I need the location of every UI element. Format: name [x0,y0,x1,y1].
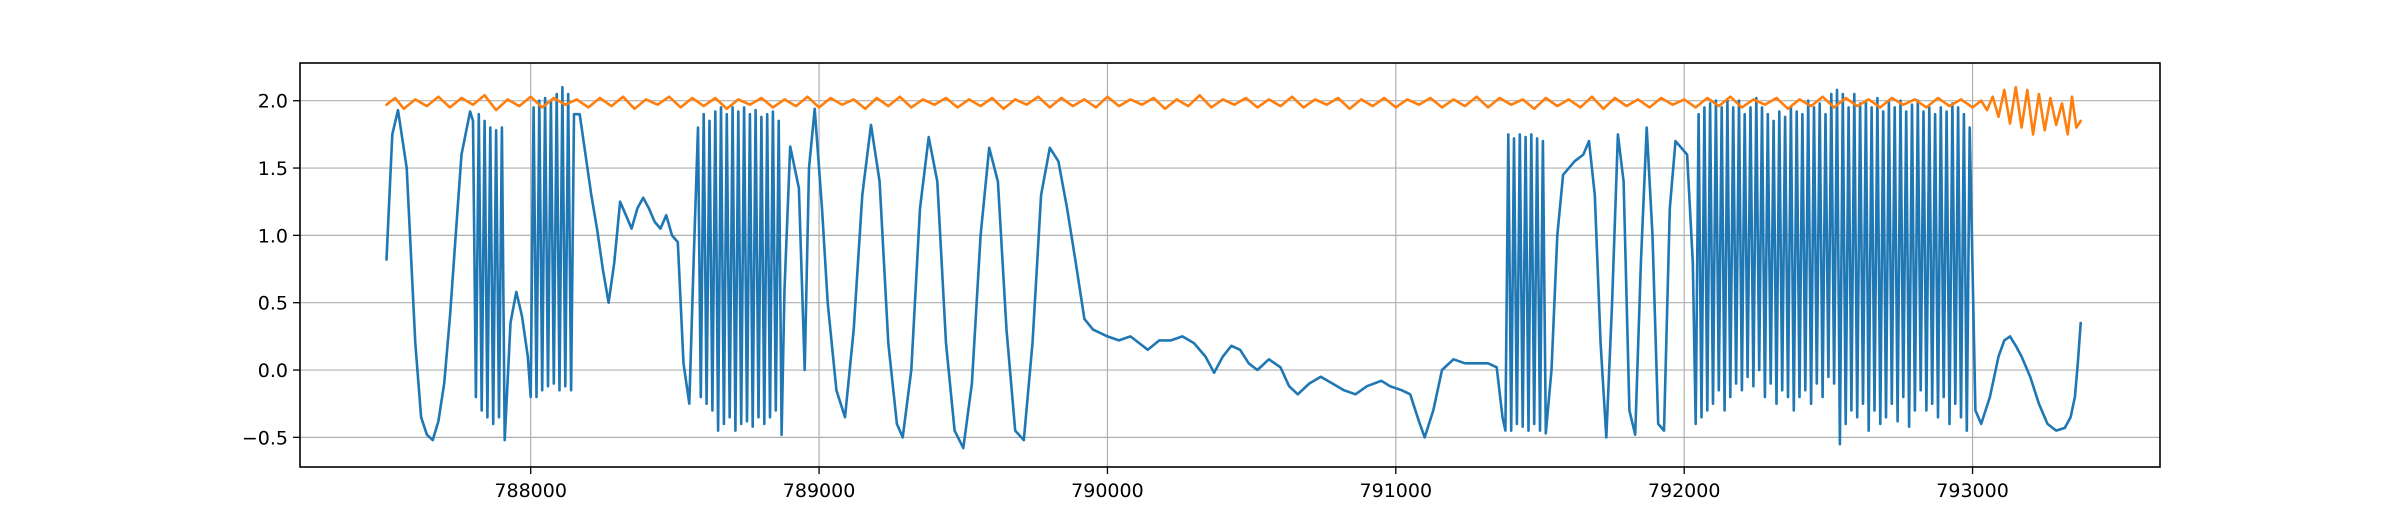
x-tick-label: 793000 [1936,480,2009,502]
x-tick-label: 790000 [1071,480,1144,502]
plot-area-frame [299,62,2161,468]
x-tick-label: 791000 [1360,480,1433,502]
series-line-1 [385,85,2082,450]
x-axis: 788000 789000 790000 791000 792000 793000 [494,467,2009,502]
y-tick-label: 1.5 [258,158,288,180]
y-tick-label: 1.0 [258,225,288,247]
y-tick-label: −0.5 [242,427,288,449]
y-tick-label: 0.0 [258,360,288,382]
x-tick-label: 788000 [494,480,567,502]
y-tick-label: 0.5 [258,293,288,315]
data-series [385,85,2082,450]
y-axis: −0.5 0.0 0.5 1.0 1.5 2.0 [242,91,300,449]
x-tick-label: 789000 [783,480,856,502]
y-tick-label: 2.0 [258,91,288,113]
series-line-2 [385,85,2082,136]
x-tick-label: 792000 [1648,480,1721,502]
